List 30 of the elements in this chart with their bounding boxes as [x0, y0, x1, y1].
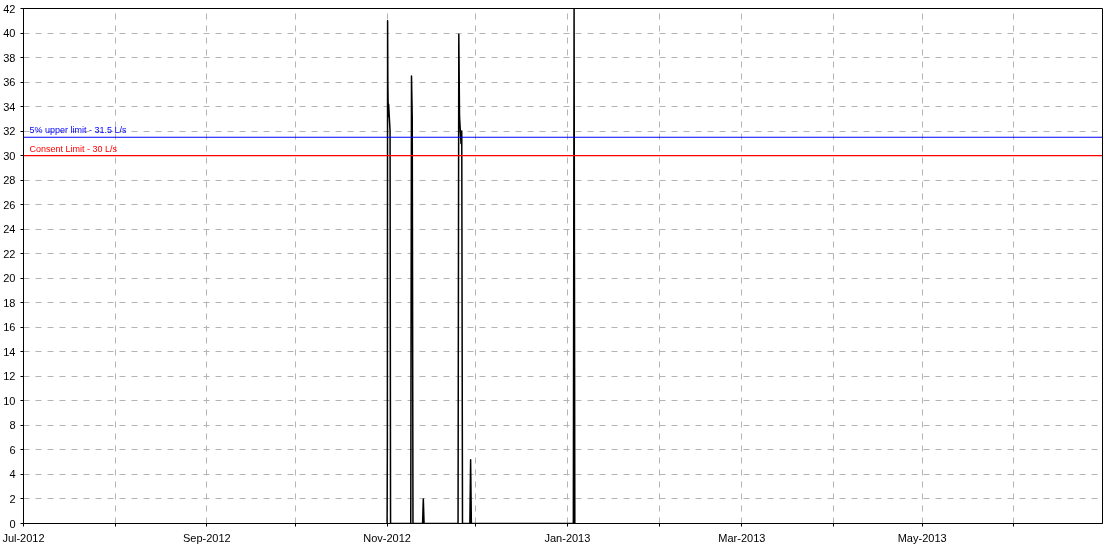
- y-tick-label: 8: [9, 419, 16, 432]
- x-tick-label: Jan-2013: [544, 531, 591, 544]
- y-tick-label: 36: [3, 76, 16, 89]
- y-tick-label: 40: [3, 27, 16, 40]
- y-tick-label: 2: [9, 492, 16, 505]
- x-tick-label: May-2013: [897, 531, 947, 544]
- y-tick-label: 10: [3, 394, 16, 407]
- ref-line-label: Consent Limit - 30 L/s: [29, 143, 118, 154]
- x-tick-label: Sep-2012: [182, 531, 231, 544]
- y-tick-label: 16: [3, 321, 16, 334]
- y-tick-label: 0: [9, 517, 16, 530]
- y-tick-label: 26: [3, 198, 16, 211]
- y-tick-label: 6: [9, 443, 16, 456]
- y-tick-label: 14: [3, 345, 16, 358]
- y-tick-label: 12: [3, 370, 16, 383]
- x-tick-label: Jul-2012: [2, 531, 45, 544]
- y-tick-label: 38: [3, 51, 16, 64]
- x-tick-label: Nov-2012: [363, 531, 411, 544]
- y-tick-label: 24: [3, 223, 16, 236]
- y-tick-label: 34: [3, 100, 16, 113]
- x-tick-label: Mar-2013: [718, 531, 766, 544]
- y-tick-label: 20: [3, 272, 16, 285]
- y-tick-label: 32: [3, 125, 16, 138]
- y-tick-label: 28: [3, 174, 16, 187]
- y-tick-label: 30: [3, 149, 16, 162]
- y-tick-label: 42: [3, 2, 16, 15]
- y-tick-label: 4: [9, 468, 16, 481]
- y-tick-label: 18: [3, 296, 16, 309]
- y-tick-label: 22: [3, 247, 16, 260]
- ref-line-label: 5% upper limit - 31.5 L/s: [29, 125, 128, 136]
